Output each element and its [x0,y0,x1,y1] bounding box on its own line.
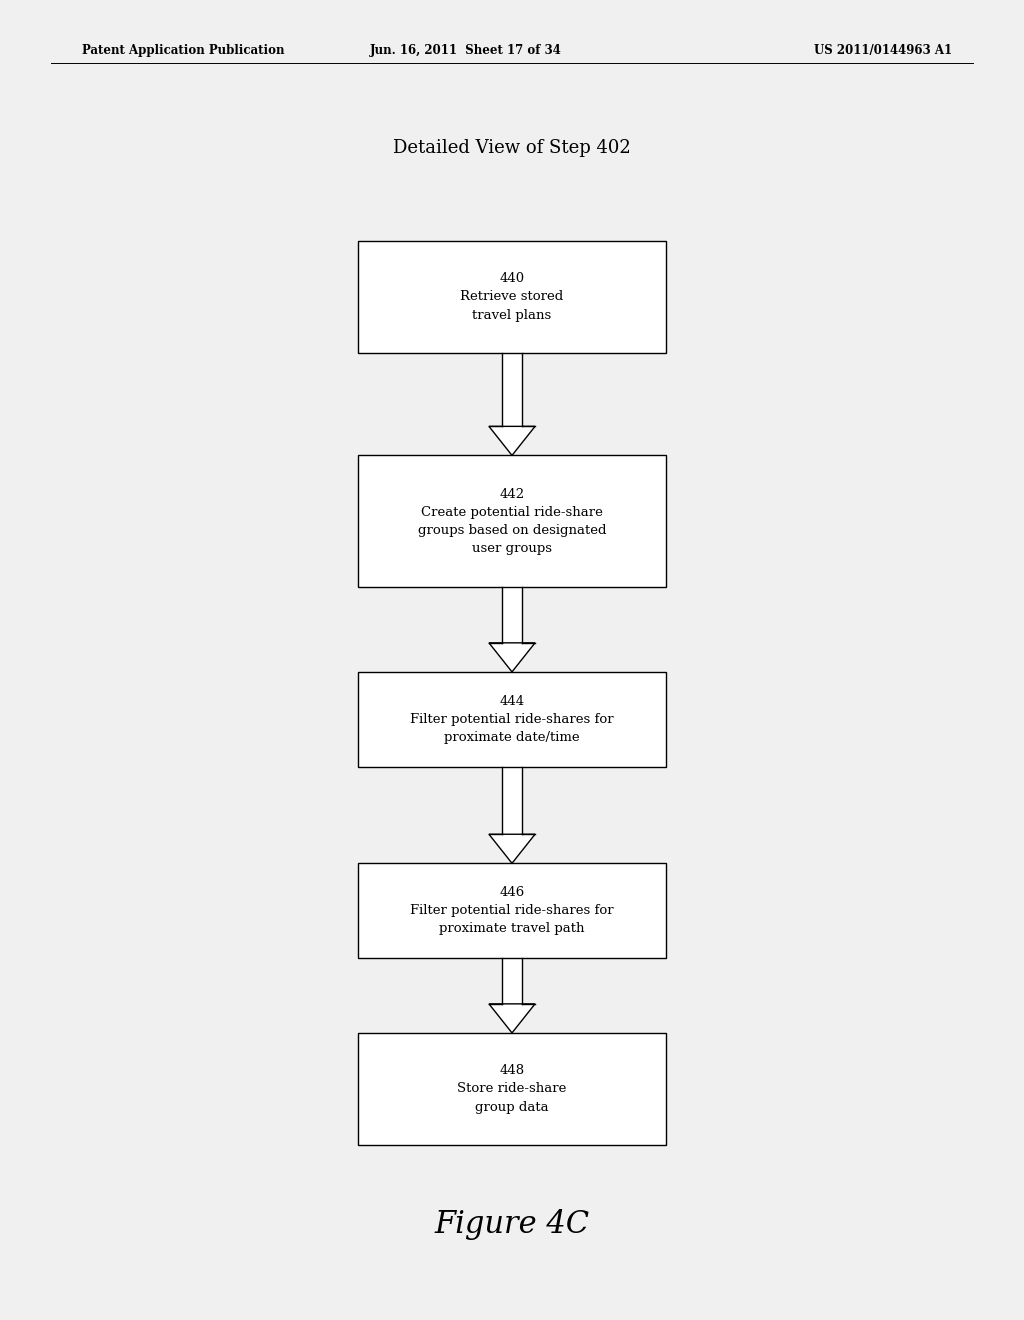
Text: Figure 4C: Figure 4C [434,1209,590,1241]
Text: 440
Retrieve stored
travel plans: 440 Retrieve stored travel plans [461,272,563,322]
Polygon shape [489,834,535,863]
Polygon shape [489,1003,535,1032]
Text: 448
Store ride-share
group data: 448 Store ride-share group data [458,1064,566,1114]
Bar [502,767,522,834]
Bar [502,958,522,1003]
Text: US 2011/0144963 A1: US 2011/0144963 A1 [814,44,952,57]
Text: 444
Filter potential ride-shares for
proximate date/time: 444 Filter potential ride-shares for pro… [411,694,613,744]
Polygon shape [489,643,535,672]
Bar [502,352,522,426]
Bar [358,672,666,767]
Bar [358,240,666,352]
Text: Patent Application Publication: Patent Application Publication [82,44,285,57]
Text: 446
Filter potential ride-shares for
proximate travel path: 446 Filter potential ride-shares for pro… [411,886,613,936]
Bar [358,1032,666,1146]
Text: Detailed View of Step 402: Detailed View of Step 402 [393,139,631,157]
Text: 442
Create potential ride-share
groups based on designated
user groups: 442 Create potential ride-share groups b… [418,488,606,554]
Bar [358,455,666,587]
Polygon shape [489,426,535,455]
Bar [358,863,666,958]
Text: Jun. 16, 2011  Sheet 17 of 34: Jun. 16, 2011 Sheet 17 of 34 [370,44,562,57]
Bar [502,587,522,643]
